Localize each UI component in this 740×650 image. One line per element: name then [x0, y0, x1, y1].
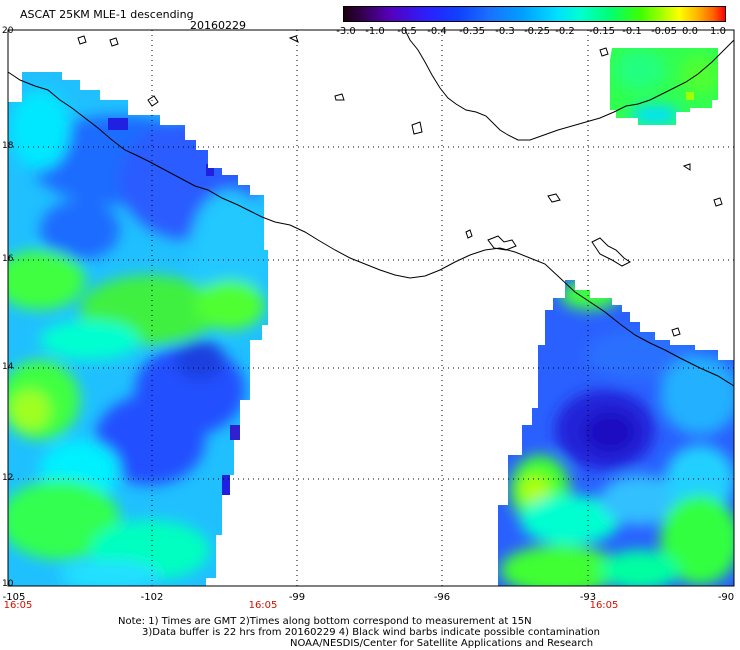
lat-label: 16 — [2, 254, 14, 264]
colorbar-label: -1.0 — [365, 26, 385, 37]
lat-label: 12 — [2, 473, 14, 483]
colorbar-label: -0.35 — [459, 26, 485, 37]
colorbar-label: -0.15 — [589, 26, 615, 37]
coastline — [7, 29, 735, 387]
lat-lon-grid — [8, 30, 734, 586]
map-title: ASCAT 25KM MLE-1 descending — [20, 8, 194, 21]
colorbar-label: -0.25 — [524, 26, 550, 37]
map-date: 20160229 — [190, 19, 246, 32]
lat-label: 10 — [2, 579, 14, 589]
colorbar — [343, 6, 726, 22]
colorbar-label: 1.0 — [710, 26, 726, 37]
lon-label: -99 — [288, 592, 306, 603]
lon-label: -93 — [579, 592, 597, 603]
colorbar-label: -0.2 — [555, 26, 575, 37]
west-swath — [8, 72, 268, 586]
colorbar-label: -0.5 — [397, 26, 417, 37]
note-line-1: Note: 1) Times are GMT 2)Times along bot… — [118, 616, 532, 627]
east-swath — [498, 280, 734, 586]
colorbar-label: -0.1 — [622, 26, 642, 37]
colorbar-label: -0.05 — [651, 26, 677, 37]
ne-swath — [610, 48, 718, 125]
colorbar-label: -3.0 — [336, 26, 356, 37]
colorbar-label: 0.0 — [682, 26, 698, 37]
lat-label: 20 — [2, 26, 14, 36]
map-frame — [7, 29, 735, 587]
time-label: 16:05 — [3, 600, 33, 611]
lon-label: -90 — [717, 592, 735, 603]
lon-label: -102 — [140, 592, 164, 603]
note-line-2: 3)Data buffer is 22 hrs from 20160229 4)… — [142, 627, 600, 638]
time-label: 16:05 — [589, 600, 619, 611]
time-label: 16:05 — [248, 600, 278, 611]
lon-label: -96 — [433, 592, 451, 603]
colorbar-label: -0.3 — [495, 26, 515, 37]
lat-label: 14 — [2, 362, 14, 372]
lon-label: -105 — [2, 592, 26, 603]
note-line-3: NOAA/NESDIS/Center for Satellite Applica… — [290, 638, 594, 649]
colorbar-label: -0.4 — [427, 26, 447, 37]
lat-label: 18 — [2, 141, 14, 151]
